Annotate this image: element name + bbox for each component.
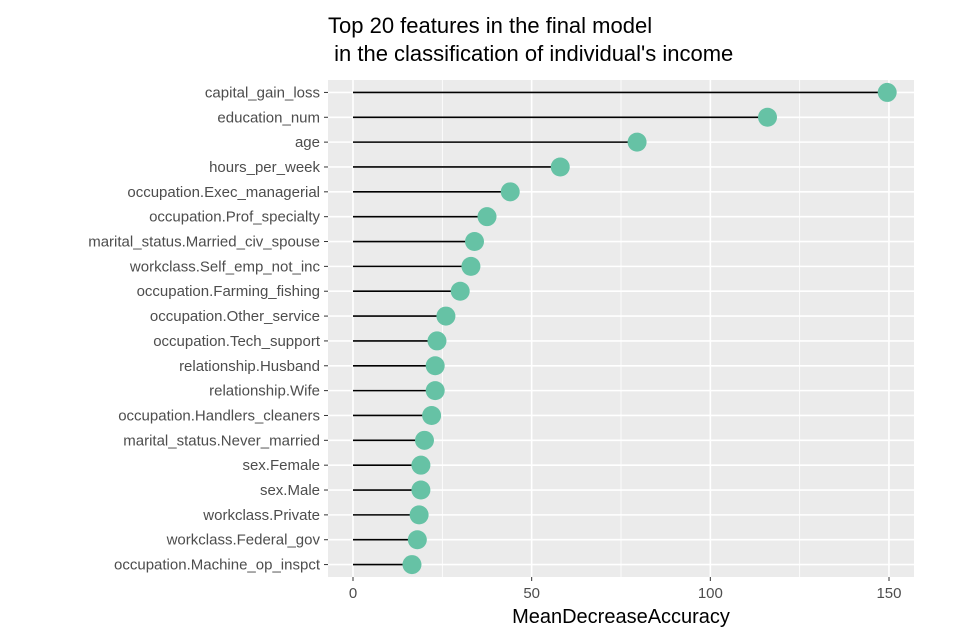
x-axis-tick-label: 0 bbox=[349, 585, 357, 602]
lollipop-point bbox=[877, 82, 897, 102]
lollipop-point bbox=[627, 132, 647, 152]
y-axis-tick-label: sex.Female bbox=[242, 457, 320, 474]
y-axis-tick-label: occupation.Tech_support bbox=[153, 333, 321, 350]
y-axis-tick-label: occupation.Farming_fishing bbox=[137, 283, 320, 300]
lollipop-point bbox=[436, 306, 456, 326]
x-axis-tick-label: 50 bbox=[523, 585, 540, 602]
lollipop-point bbox=[477, 207, 497, 227]
y-axis-tick-label: capital_gain_loss bbox=[205, 84, 320, 101]
lollipop-point bbox=[461, 256, 481, 276]
y-axis-tick-label: occupation.Machine_op_inspct bbox=[114, 557, 321, 574]
lollipop-point bbox=[550, 157, 570, 177]
y-axis-tick-label: workclass.Federal_gov bbox=[166, 532, 321, 549]
lollipop-point bbox=[422, 405, 442, 425]
chart-title-line-2: in the classification of individual's in… bbox=[328, 41, 733, 66]
lollipop-point bbox=[427, 331, 447, 351]
lollipop-points bbox=[402, 82, 897, 575]
y-axis-tick-label: relationship.Wife bbox=[209, 383, 320, 400]
y-axis-tick-label: age bbox=[295, 134, 320, 151]
y-axis-tick-label: hours_per_week bbox=[209, 159, 320, 176]
x-axis-tick-label: 100 bbox=[698, 585, 723, 602]
lollipop-point bbox=[411, 480, 431, 500]
y-axis-tick-label: workclass.Self_emp_not_inc bbox=[129, 258, 321, 275]
lollipop-point bbox=[411, 455, 431, 475]
lollipop-point bbox=[425, 356, 445, 376]
lollipop-point bbox=[402, 555, 422, 575]
y-axis-tick-label: education_num bbox=[217, 109, 320, 126]
x-axis-label: MeanDecreaseAccuracy bbox=[512, 606, 730, 628]
lollipop-point bbox=[407, 530, 427, 550]
x-axis-tick-label: 150 bbox=[876, 585, 901, 602]
y-axis-tick-label: occupation.Exec_managerial bbox=[127, 184, 320, 201]
chart-title-line-1: Top 20 features in the final model bbox=[328, 13, 652, 38]
y-axis-tick-label: marital_status.Never_married bbox=[123, 432, 320, 449]
y-axis-tick-label: sex.Male bbox=[260, 482, 320, 499]
lollipop-point bbox=[500, 182, 520, 202]
y-axis-tick-label: occupation.Other_service bbox=[150, 308, 320, 325]
lollipop-point bbox=[450, 281, 470, 301]
y-axis-tick-label: workclass.Private bbox=[202, 507, 320, 524]
y-axis-tick-label: occupation.Prof_specialty bbox=[149, 209, 320, 226]
y-axis-tick-label: relationship.Husband bbox=[179, 358, 320, 375]
lollipop-point bbox=[409, 505, 429, 525]
y-axis-tick-label: marital_status.Married_civ_spouse bbox=[88, 234, 320, 251]
lollipop-stems bbox=[353, 91, 888, 566]
lollipop-point bbox=[758, 107, 777, 127]
lollipop-point bbox=[414, 430, 434, 450]
x-axis-tick-labels: 0 50 100 150 bbox=[349, 577, 902, 602]
y-axis-tick-label: occupation.Handlers_cleaners bbox=[118, 407, 320, 424]
lollipop-point bbox=[465, 232, 484, 252]
lollipop-point bbox=[425, 381, 445, 401]
